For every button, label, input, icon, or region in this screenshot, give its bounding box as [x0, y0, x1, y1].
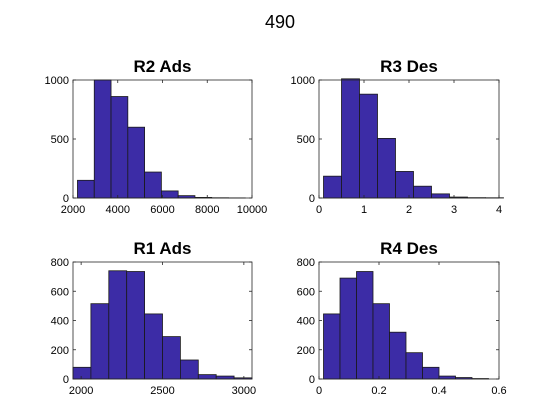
- histogram-bar: [179, 359, 199, 380]
- x-tick-label: 2000: [69, 385, 93, 397]
- y-tick-label: 200: [297, 345, 315, 357]
- histogram-bar: [395, 171, 414, 199]
- x-tick-label: 0.4: [431, 385, 446, 397]
- histogram-bar: [126, 271, 145, 380]
- x-tick-label: 6000: [150, 204, 174, 216]
- histogram-bar: [372, 303, 390, 380]
- histogram-bar: [341, 78, 360, 199]
- y-tick-label: 800: [51, 257, 69, 269]
- x-tick-label: 3: [451, 204, 457, 216]
- histogram-bar: [144, 171, 162, 199]
- y-tick-label: 400: [297, 316, 315, 328]
- histogram-bar: [77, 179, 95, 199]
- y-tick-label: 500: [51, 134, 69, 146]
- histogram-bar: [215, 375, 235, 380]
- x-tick-label: 8000: [195, 204, 219, 216]
- x-tick-label: 0: [316, 204, 322, 216]
- histogram-bar: [108, 270, 128, 380]
- histogram-bar: [144, 313, 163, 380]
- histogram-bar: [389, 331, 407, 380]
- subplot-title: R3 Des: [380, 57, 438, 76]
- y-tick-label: 200: [51, 345, 69, 357]
- x-tick-label: 0.6: [491, 385, 506, 397]
- y-tick-label: 600: [51, 286, 69, 298]
- x-tick-label: 10000: [237, 204, 268, 216]
- subplot-2: 0 1 2 3 4 0 500 1000 R3 Des: [291, 57, 504, 216]
- y-tick-label: 0: [63, 374, 69, 386]
- histogram-bar: [359, 93, 378, 199]
- histogram-bar: [93, 79, 112, 199]
- histogram-bar: [422, 366, 440, 380]
- subplot-title: R4 Des: [380, 239, 438, 258]
- histogram-bar: [72, 366, 92, 380]
- histogram-bar: [90, 303, 110, 380]
- y-tick-label: 1000: [291, 75, 315, 87]
- histogram-bar: [323, 313, 341, 380]
- histogram-bar: [160, 190, 179, 199]
- histogram-bar: [431, 193, 450, 199]
- x-tick-label: 2500: [150, 385, 174, 397]
- y-tick-label: 800: [297, 257, 315, 269]
- histogram-bar: [323, 175, 342, 199]
- histogram-bar: [197, 374, 217, 380]
- y-tick-label: 500: [297, 134, 315, 146]
- histogram-bar: [110, 96, 129, 199]
- subplot-1: 2000 4000 6000 8000 10000 0 500 1000 R2 Ads: [45, 57, 268, 216]
- y-tick-label: 400: [51, 316, 69, 328]
- y-tick-label: 1000: [45, 75, 69, 87]
- histogram-bar: [405, 352, 423, 380]
- y-tick-label: 0: [309, 193, 315, 205]
- subplot-title: R2 Ads: [134, 57, 192, 76]
- x-tick-label: 2: [406, 204, 412, 216]
- x-tick-label: 4: [496, 204, 502, 216]
- subplot-title: R1 Ads: [134, 239, 192, 258]
- histogram-bar: [413, 185, 432, 199]
- y-tick-label: 600: [297, 286, 315, 298]
- x-tick-label: 0: [316, 385, 322, 397]
- x-tick-label: 0.2: [371, 385, 386, 397]
- histogram-bar: [162, 336, 181, 380]
- x-tick-label: 1: [361, 204, 367, 216]
- histogram-bar: [356, 271, 374, 380]
- histogram-bar: [127, 126, 146, 199]
- histogram-bar: [438, 375, 456, 380]
- subplot-3: 2000 2500 3000 0 200 400 600 800 R1 Ads: [51, 239, 256, 397]
- y-tick-label: 0: [63, 193, 69, 205]
- x-tick-label: 3000: [232, 385, 256, 397]
- x-tick-label: 2000: [61, 204, 85, 216]
- subplot-4: 0 0.2 0.4 0.6 0 200 400 600 800 R4 Des: [297, 239, 507, 397]
- histogram-bar: [339, 277, 357, 380]
- histogram-bar: [377, 138, 396, 199]
- figure-suptitle: 490: [265, 12, 295, 32]
- y-tick-label: 0: [309, 374, 315, 386]
- x-tick-label: 4000: [106, 204, 130, 216]
